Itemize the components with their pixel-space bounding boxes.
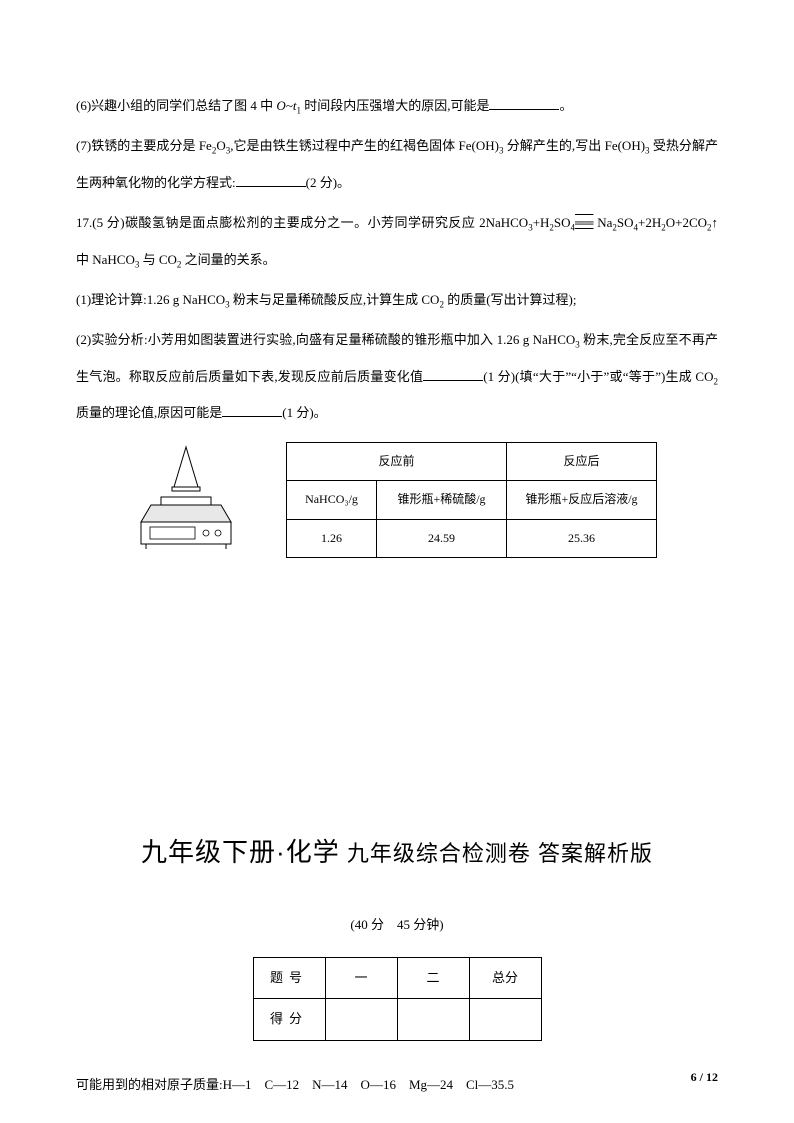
blank-field	[489, 96, 559, 110]
th-before: 反应前	[287, 442, 507, 481]
score-blank	[397, 999, 469, 1040]
score-blank	[325, 999, 397, 1040]
subtitle: (40 分 45 分钟)	[76, 907, 718, 943]
q7-a: (7)铁锈的主要成分是 Fe	[76, 138, 212, 153]
table-row: 1.26 24.59 25.36	[287, 519, 657, 558]
score-r2: 得分	[253, 999, 325, 1040]
score-h3: 总分	[469, 958, 541, 999]
score-h0: 题号	[253, 958, 325, 999]
scale-icon	[116, 442, 266, 552]
equation-line: ══	[575, 215, 593, 230]
blank-field	[236, 173, 306, 187]
score-blank	[469, 999, 541, 1040]
reaction-data-table: 反应前 反应后 NaHCO₃/g 锥形瓶+稀硫酸/g 锥形瓶+反应后溶液/g 1…	[286, 442, 657, 559]
question-7: (7)铁锈的主要成分是 Fe2O3,它是由铁生锈过程中产生的红褐色固体 Fe(O…	[76, 128, 718, 201]
q6-period: 。	[559, 98, 572, 113]
question-17-intro: 17.(5 分)碳酸氢钠是面点膨松剂的主要成分之一。小芳同学研究反应 2NaHC…	[76, 205, 718, 278]
q6-text-a: (6)兴趣小组的同学们总结了图 4 中	[76, 98, 276, 113]
score-table: 题号 一 二 总分 得分	[253, 957, 542, 1041]
answer-title-block: 九年级下册·化学 九年级综合检测卷 答案解析版 (40 分 45 分钟) 题号 …	[76, 816, 718, 1041]
page-total: 12	[706, 1070, 718, 1084]
question-6: (6)兴趣小组的同学们总结了图 4 中 O~t1 时间段内压强增大的原因,可能是…	[76, 88, 718, 124]
score-h1: 一	[325, 958, 397, 999]
q7-c: 分解产生的,写出 Fe(OH)	[503, 138, 645, 153]
question-17-2: (2)实验分析:小芳用如图装置进行实验,向盛有足量稀硫酸的锥形瓶中加入 1.26…	[76, 322, 718, 431]
td-c1: NaHCO₃/g	[287, 481, 377, 520]
figure-and-table-row: 反应前 反应后 NaHCO₃/g 锥形瓶+稀硫酸/g 锥形瓶+反应后溶液/g 1…	[76, 442, 718, 566]
td-v1: 1.26	[287, 519, 377, 558]
page-footer: 6 / 12	[691, 1070, 718, 1085]
page-title: 九年级下册·化学 九年级综合检测卷 答案解析版	[76, 816, 718, 889]
table-row: 题号 一 二 总分	[253, 958, 541, 999]
question-17-1: (1)理论计算:1.26 g NaHCO3 粉末与足量稀硫酸反应,计算生成 CO…	[76, 282, 718, 318]
q7-b: ,它是由铁生锈过程中产生的红褐色固体 Fe(OH)	[230, 138, 499, 153]
title-part2: 九年级综合检测卷 答案解析版	[340, 841, 653, 866]
q6-var: O~t	[276, 98, 296, 113]
td-c2: 锥形瓶+稀硫酸/g	[377, 481, 507, 520]
q7-score: (2 分)。	[306, 175, 350, 190]
document-body: (6)兴趣小组的同学们总结了图 4 中 O~t1 时间段内压强增大的原因,可能是…	[76, 88, 718, 1103]
blank-field	[222, 403, 282, 417]
blank-field	[423, 367, 483, 381]
th-after: 反应后	[507, 442, 657, 481]
score-h2: 二	[397, 958, 469, 999]
td-c3: 锥形瓶+反应后溶液/g	[507, 481, 657, 520]
q6-text-b: 时间段内压强增大的原因,可能是	[301, 98, 490, 113]
table-row: 反应前 反应后	[287, 442, 657, 481]
td-v2: 24.59	[377, 519, 507, 558]
table-row: NaHCO₃/g 锥形瓶+稀硫酸/g 锥形瓶+反应后溶液/g	[287, 481, 657, 520]
td-v3: 25.36	[507, 519, 657, 558]
page-sep: /	[697, 1070, 706, 1084]
balance-scale-figure	[116, 442, 266, 566]
table-row: 得分	[253, 999, 541, 1040]
atomic-masses: 可能用到的相对原子质量:H—1 C—12 N—14 O—16 Mg—24 Cl—…	[76, 1067, 718, 1103]
title-part1: 九年级下册·化学	[141, 837, 340, 867]
